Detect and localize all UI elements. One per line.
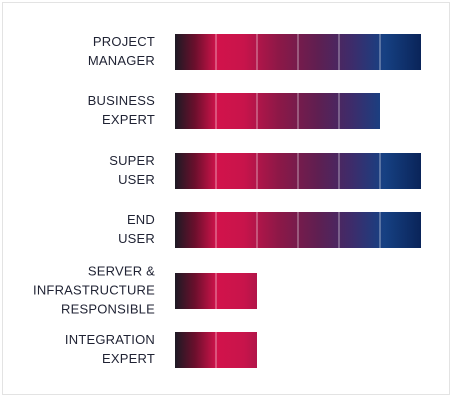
category-label: EXPERT bbox=[102, 351, 155, 366]
bar-fill bbox=[175, 93, 380, 129]
category-label: USER bbox=[118, 231, 155, 246]
bar-2 bbox=[175, 153, 421, 189]
category-label: INTEGRATION bbox=[65, 332, 155, 347]
category-label: END bbox=[127, 212, 155, 227]
category-label: USER bbox=[118, 172, 155, 187]
bar-0 bbox=[175, 34, 421, 70]
category-label: BUSINESS bbox=[88, 93, 155, 108]
bar-fill bbox=[175, 332, 257, 368]
category-label: PROJECT bbox=[93, 34, 155, 49]
bar-fill bbox=[175, 273, 257, 309]
category-label: MANAGER bbox=[88, 53, 155, 68]
bar-1 bbox=[175, 93, 380, 129]
category-label: RESPONSIBLE bbox=[61, 301, 155, 316]
category-label: EXPERT bbox=[102, 112, 155, 127]
bar-4 bbox=[175, 273, 257, 309]
category-label: INFRASTRUCTURE bbox=[33, 282, 155, 297]
bar-3 bbox=[175, 212, 421, 248]
category-label: SERVER & bbox=[88, 263, 155, 278]
bar-5 bbox=[175, 332, 257, 368]
category-label: SUPER bbox=[109, 153, 155, 168]
